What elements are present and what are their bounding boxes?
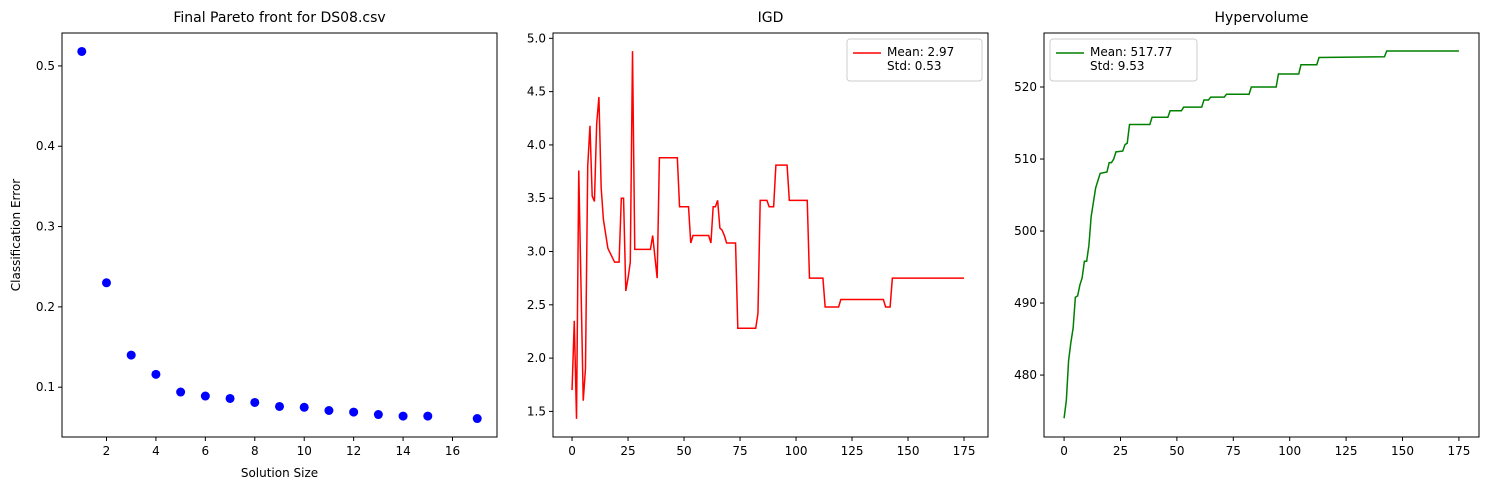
point <box>77 46 87 56</box>
x-axis-label: Solution Size <box>241 466 318 480</box>
subplot: Final Pareto front for DS08.csv Solution … <box>9 10 498 480</box>
y-tick-label: 3.0 <box>527 245 546 259</box>
axes-frame <box>61 32 498 438</box>
x-tick-label: 25 <box>620 444 635 458</box>
x-tick-label: 150 <box>1391 444 1414 458</box>
y-tick-label: 5.0 <box>527 31 546 45</box>
point <box>126 350 136 360</box>
chart-title: IGD <box>758 10 784 26</box>
point <box>423 411 433 421</box>
y-tick-label: 4.5 <box>527 85 546 99</box>
x-tick-label: 100 <box>1278 444 1301 458</box>
x-tick-label: 175 <box>953 444 976 458</box>
subplot: IGD 0 25 50 75 100 125 150 175 1.5 2.0 2.5 3.0 3.5 4.0… <box>527 10 989 458</box>
y-tick-label: 1.5 <box>527 404 546 418</box>
x-tick-label: 0 <box>568 444 576 458</box>
point <box>225 393 235 403</box>
x-tick-label: 125 <box>841 444 864 458</box>
x-tick-label: 50 <box>1169 444 1184 458</box>
y-tick-label: 490 <box>1014 296 1037 310</box>
point <box>200 391 210 401</box>
axes-frame <box>552 32 989 438</box>
x-tick-label: 8 <box>251 444 259 458</box>
y-tick-label: 2.0 <box>527 351 546 365</box>
y-tick-label: 500 <box>1014 224 1037 238</box>
y-tick-label: 0.1 <box>36 380 55 394</box>
x-tick-label: 2 <box>103 444 111 458</box>
y-tick-label: 510 <box>1014 152 1037 166</box>
x-tick-label: 100 <box>785 444 808 458</box>
y-tick-label: 2.5 <box>527 298 546 312</box>
point <box>275 401 284 411</box>
point <box>398 411 408 421</box>
x-tick-label: 16 <box>445 444 460 458</box>
y-tick-label: 0.4 <box>36 139 55 153</box>
line <box>571 51 965 419</box>
x-tick-label: 175 <box>1447 444 1470 458</box>
point <box>472 414 482 424</box>
point <box>324 405 334 415</box>
line <box>1063 50 1459 419</box>
x-tick-label: 75 <box>732 444 747 458</box>
legend-entry: Mean: 2.97 Std: 0.53 <box>887 45 955 73</box>
x-tick-label: 125 <box>1335 444 1358 458</box>
legend-box <box>1049 38 1198 82</box>
y-tick-label: 520 <box>1014 80 1037 94</box>
x-tick-label: 10 <box>297 444 312 458</box>
subplot: Hypervolume 0 25 50 75 100 125 150 175 480 490 500 5… <box>1014 10 1480 458</box>
axes-frame <box>1043 32 1480 438</box>
y-tick-label: 480 <box>1014 368 1037 382</box>
x-tick-label: 50 <box>676 444 691 458</box>
y-axis-label: Classification Error <box>9 179 23 292</box>
x-tick-label: 12 <box>346 444 361 458</box>
point <box>101 278 111 288</box>
y-tick-label: 0.5 <box>36 59 55 73</box>
legend-box <box>846 38 983 82</box>
legend-label: Mean: 2.97 Std: 0.53 <box>887 45 955 73</box>
x-tick-label: 150 <box>897 444 920 458</box>
y-tick-label: 0.2 <box>36 300 55 314</box>
legend-label: Mean: 517.77 Std: 9.53 <box>1090 45 1173 73</box>
y-tick-label: 0.3 <box>36 220 55 234</box>
x-tick-label: 14 <box>395 444 410 458</box>
y-tick-label: 3.5 <box>527 191 546 205</box>
point <box>299 402 309 412</box>
y-tick-label: 4.0 <box>527 138 546 152</box>
chart-title: Hypervolume <box>1215 10 1309 26</box>
point <box>373 410 383 420</box>
point <box>349 407 359 417</box>
x-tick-label: 6 <box>202 444 210 458</box>
x-tick-label: 4 <box>152 444 160 458</box>
chart-title: Final Pareto front for DS08.csv <box>173 10 385 26</box>
x-tick-label: 75 <box>1226 444 1241 458</box>
x-tick-label: 25 <box>1113 444 1128 458</box>
x-tick-label: 0 <box>1060 444 1068 458</box>
point <box>250 397 260 407</box>
legend-entry: Mean: 517.77 Std: 9.53 <box>1090 45 1173 73</box>
point <box>151 369 161 379</box>
point <box>176 387 186 397</box>
